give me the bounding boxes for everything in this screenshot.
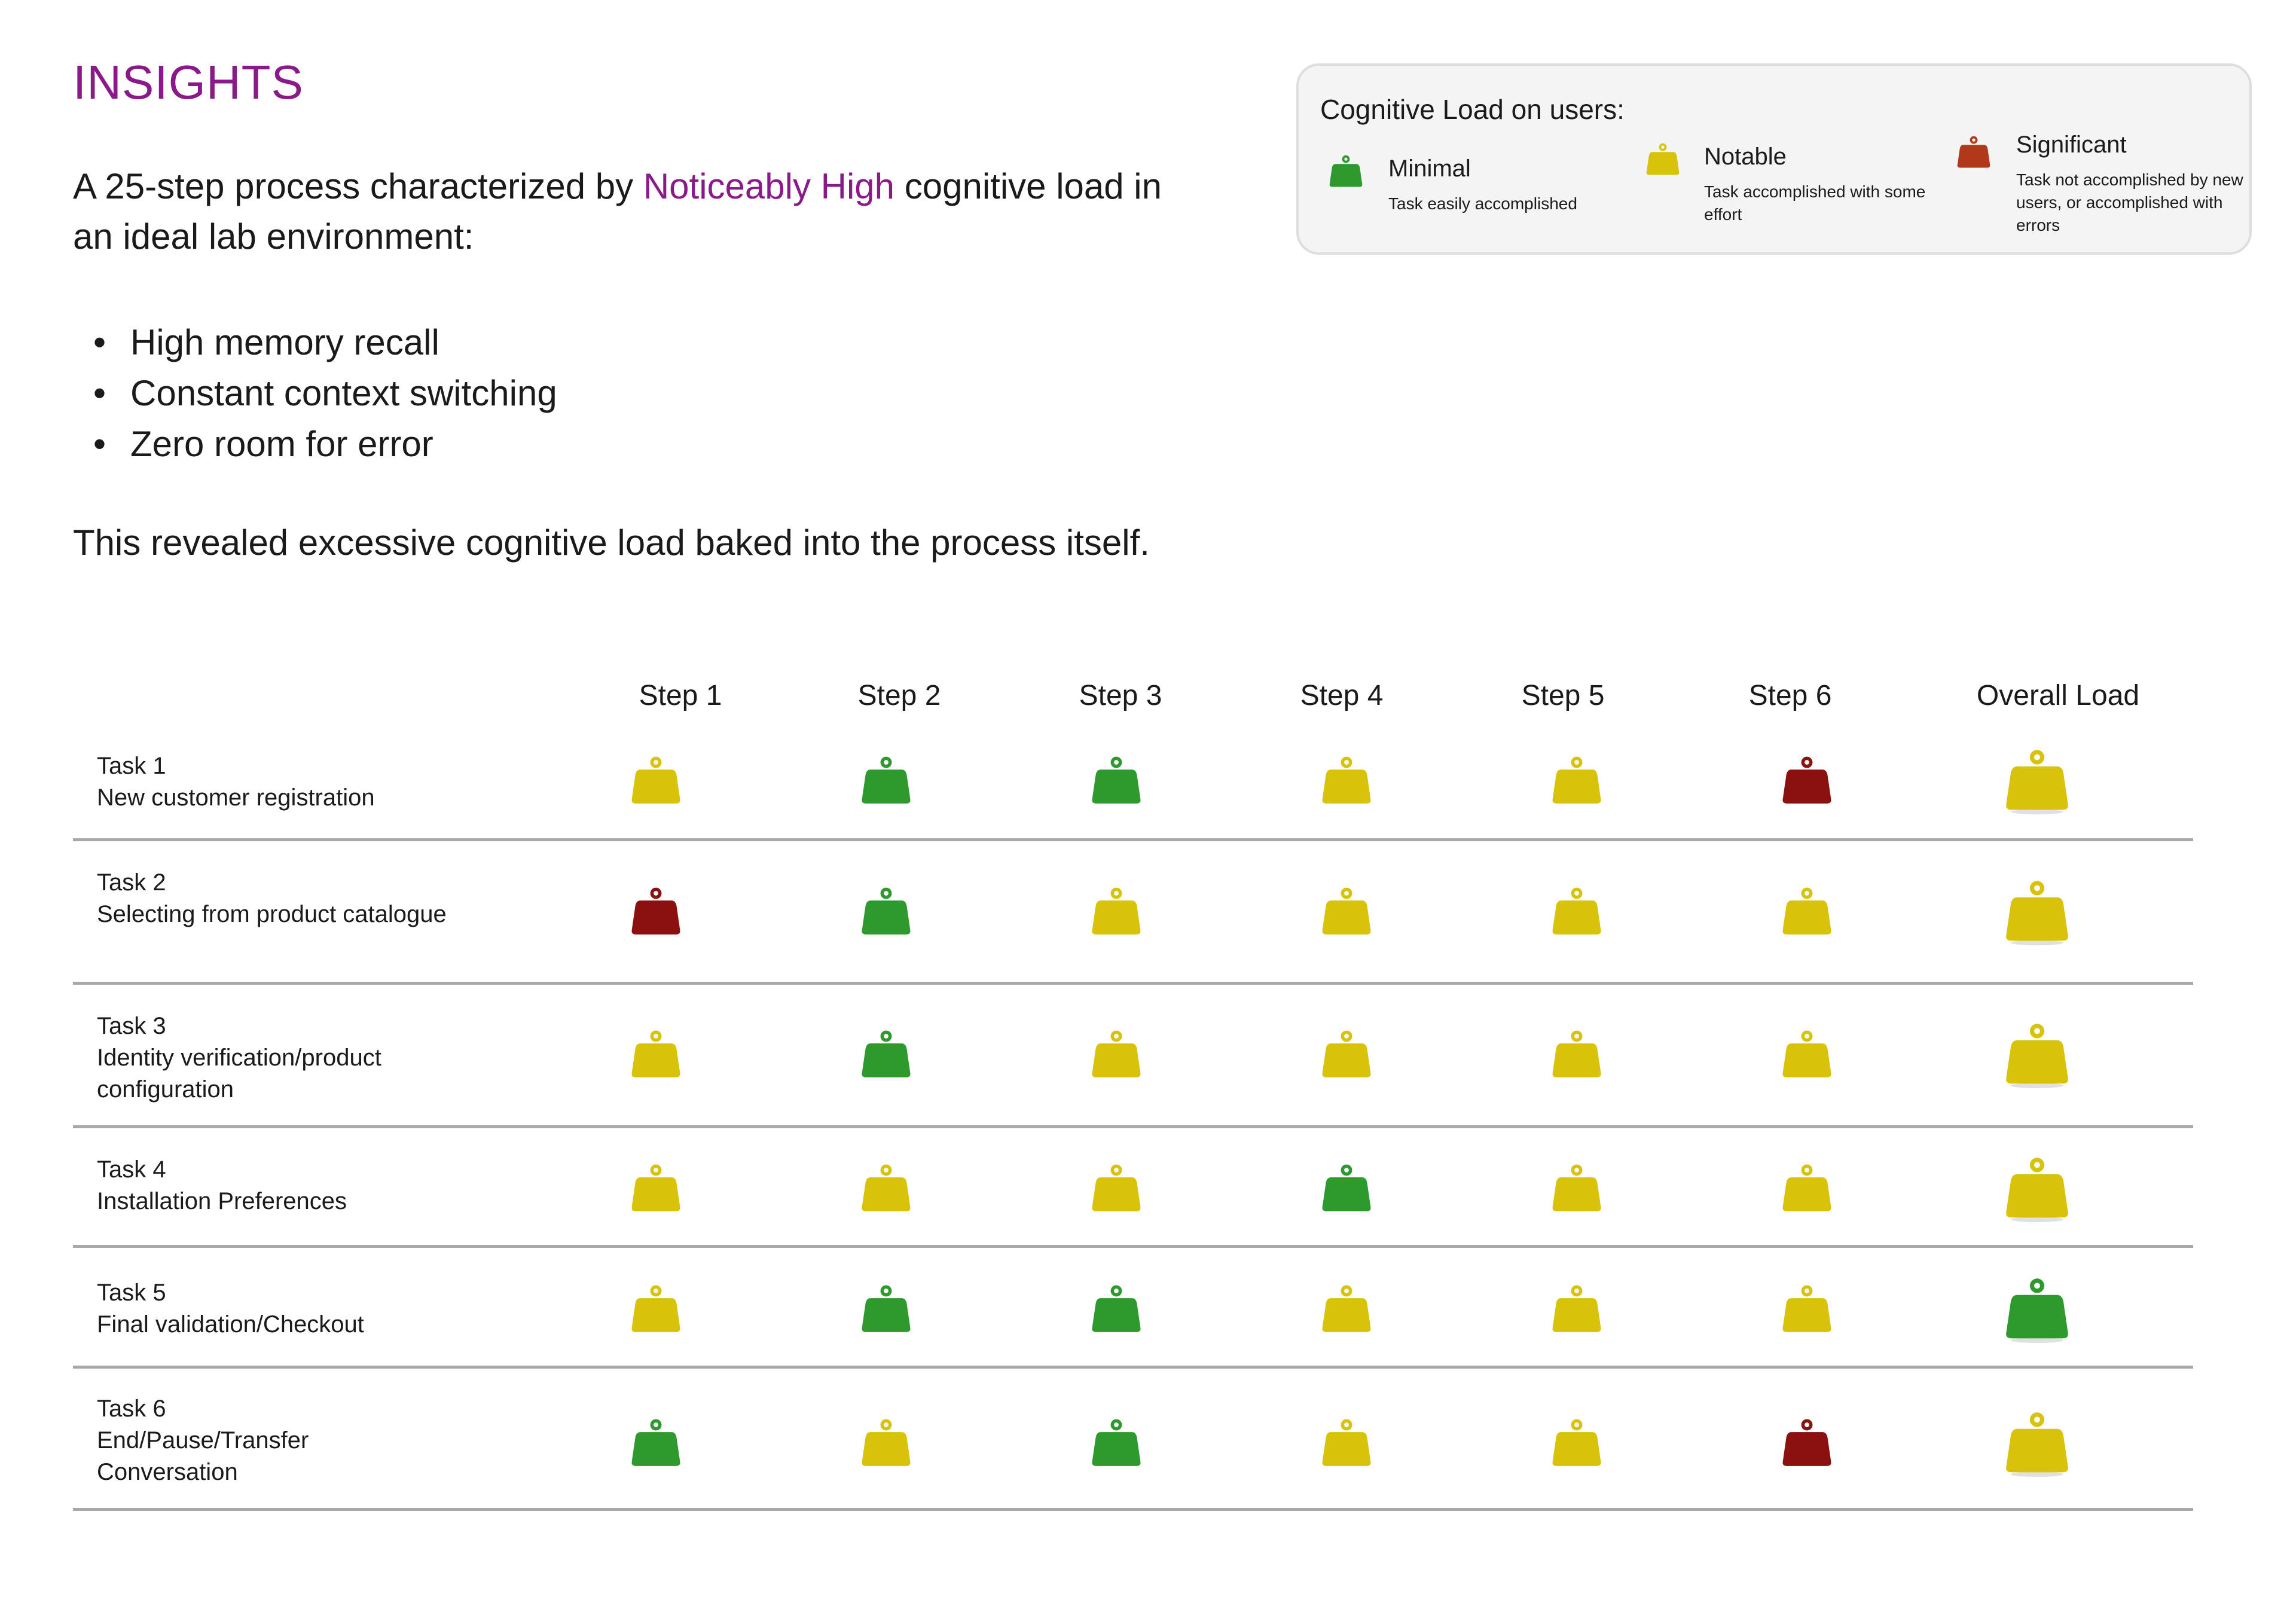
step-load-weight-icon xyxy=(1781,1029,1833,1080)
overall-load-weight-icon xyxy=(2004,879,2070,946)
step-load-weight-icon xyxy=(1091,1418,1142,1469)
step-load-weight-icon xyxy=(630,886,682,938)
step-load-weight-icon xyxy=(1091,1029,1142,1080)
legend-desc-notable: Task accomplished with some effort xyxy=(1704,182,1926,224)
step-load-weight-icon xyxy=(1551,1163,1602,1214)
step-load-weight-icon xyxy=(630,1163,682,1214)
intro-highlight: Noticeably High xyxy=(643,166,895,206)
step-load-weight-icon xyxy=(1781,1163,1833,1214)
legend-label-significant: Significant xyxy=(2016,132,2127,158)
table-row xyxy=(73,1124,2193,1248)
column-header-step: Step 3 xyxy=(1079,680,1162,712)
step-load-weight-icon xyxy=(1781,1418,1833,1469)
task-label: Task 2 Selecting from product catalogue xyxy=(97,867,456,930)
step-load-weight-icon xyxy=(1551,1029,1602,1080)
step-load-weight-icon xyxy=(1551,886,1602,938)
table-row xyxy=(73,1244,2193,1369)
step-load-weight-icon xyxy=(1321,1284,1372,1335)
step-load-weight-icon xyxy=(1091,1284,1142,1335)
table-row xyxy=(73,1364,2193,1511)
step-load-weight-icon xyxy=(860,1029,912,1080)
step-load-weight-icon xyxy=(630,1284,682,1335)
finding-item: Zero room for error xyxy=(73,419,557,469)
overall-load-weight-icon xyxy=(2004,1156,2070,1223)
task-name: Task 3 xyxy=(97,1013,166,1039)
overall-load-weight-icon xyxy=(2004,1277,2070,1343)
overall-load-weight-icon xyxy=(2004,1022,2070,1089)
step-load-weight-icon xyxy=(1781,755,1833,807)
column-header-overall: Overall Load xyxy=(1976,680,2140,712)
task-name: Task 5 xyxy=(97,1280,166,1306)
findings-list: High memory recall Constant context swit… xyxy=(73,317,557,469)
step-load-weight-icon xyxy=(630,1029,682,1080)
legend-desc-minimal: Task easily accomplished xyxy=(1388,194,1577,213)
step-load-weight-icon xyxy=(1781,886,1833,938)
step-load-weight-icon xyxy=(630,755,682,807)
step-load-weight-icon xyxy=(1551,755,1602,807)
task-name: Task 6 xyxy=(97,1396,166,1422)
finding-item: High memory recall xyxy=(73,317,557,368)
task-name: Task 1 xyxy=(97,753,166,779)
step-load-weight-icon xyxy=(860,886,912,938)
weight-icon xyxy=(1645,142,1680,177)
task-description: Selecting from product catalogue xyxy=(97,901,447,927)
legend-label-notable: Notable xyxy=(1704,143,1787,170)
task-description: Identity verification/product configurat… xyxy=(97,1045,381,1103)
step-load-weight-icon xyxy=(860,1418,912,1469)
step-load-weight-icon xyxy=(860,755,912,807)
task-label: Task 4 Installation Preferences xyxy=(97,1154,456,1217)
step-load-weight-icon xyxy=(1321,886,1372,938)
step-load-weight-icon xyxy=(1321,1418,1372,1469)
step-load-weight-icon xyxy=(1551,1284,1602,1335)
legend-desc-significant: Task not accomplished by new users, or a… xyxy=(2016,170,2243,234)
table-row xyxy=(73,837,2193,985)
intro-text-end: cognitive load in an ideal lab environme… xyxy=(73,166,1162,257)
task-name: Task 2 xyxy=(97,869,166,896)
weight-icon xyxy=(1329,154,1363,189)
task-label: Task 5 Final validation/Checkout xyxy=(97,1277,456,1341)
task-description: New customer registration xyxy=(97,784,375,811)
table-row xyxy=(73,735,2193,841)
finding-item: Constant context switching xyxy=(73,368,557,419)
legend-panel: Cognitive Load on users: Minimal Task ea… xyxy=(1296,63,2252,255)
step-load-weight-icon xyxy=(860,1284,912,1335)
overall-load-weight-icon xyxy=(2004,1410,2070,1477)
step-load-weight-icon xyxy=(1321,755,1372,807)
column-header-step: Step 6 xyxy=(1748,680,1832,712)
step-load-weight-icon xyxy=(860,1163,912,1214)
page-title: INSIGHTS xyxy=(73,56,304,109)
column-header-step: Step 1 xyxy=(639,680,722,712)
step-load-weight-icon xyxy=(1091,755,1142,807)
step-load-weight-icon xyxy=(1551,1418,1602,1469)
step-load-weight-icon xyxy=(1091,1163,1142,1214)
task-description: Final validation/Checkout xyxy=(97,1311,364,1338)
step-load-weight-icon xyxy=(1321,1163,1372,1214)
overall-load-weight-icon xyxy=(2004,748,2070,815)
column-header-step: Step 2 xyxy=(857,680,941,712)
step-load-weight-icon xyxy=(1321,1029,1372,1080)
task-label: Task 6 End/Pause/Transfer Conversation xyxy=(97,1393,456,1488)
column-header-step: Step 4 xyxy=(1300,680,1384,712)
legend-title: Cognitive Load on users: xyxy=(1320,94,1625,125)
task-name: Task 4 xyxy=(97,1156,166,1183)
intro-paragraph: A 25-step process characterized by Notic… xyxy=(73,161,1209,262)
step-load-weight-icon xyxy=(1091,886,1142,938)
table-row xyxy=(73,981,2193,1128)
step-load-weight-icon xyxy=(1781,1284,1833,1335)
intro-text-start: A 25-step process characterized by xyxy=(73,166,643,206)
task-description: End/Pause/Transfer Conversation xyxy=(97,1427,309,1485)
task-label: Task 3 Identity verification/product conf… xyxy=(97,1010,456,1106)
column-header-step: Step 5 xyxy=(1521,680,1605,712)
task-label: Task 1 New customer registration xyxy=(97,750,456,814)
conclusion-paragraph: This revealed excessive cognitive load b… xyxy=(73,523,1150,563)
weight-icon xyxy=(1956,135,1991,170)
step-load-weight-icon xyxy=(630,1418,682,1469)
legend-label-minimal: Minimal xyxy=(1388,155,1471,182)
task-description: Installation Preferences xyxy=(97,1188,347,1214)
